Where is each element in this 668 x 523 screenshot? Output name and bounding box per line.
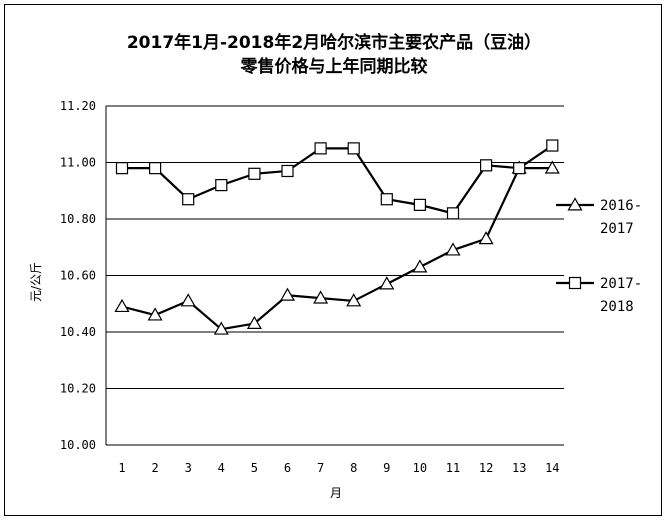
series-2-point (480, 159, 493, 172)
series-2-point (215, 179, 228, 192)
series-1-point (114, 298, 130, 313)
x-tick-label: 14 (545, 461, 559, 475)
y-tick-label: 10.00 (60, 438, 96, 452)
series-2-point (314, 142, 327, 155)
x-tick-label: 7 (317, 461, 324, 475)
series-2-point (248, 167, 261, 180)
y-tick-label: 10.80 (60, 212, 96, 226)
y-tick-label: 11.00 (60, 156, 96, 170)
series-2-point (513, 162, 526, 175)
series-2-point (149, 162, 162, 175)
x-axis-label: 月 (330, 486, 342, 500)
series-1-point (246, 315, 262, 329)
series-1-point (478, 231, 494, 245)
series-2-point (446, 207, 460, 220)
series-2-point (380, 193, 393, 206)
series-1-point (213, 321, 229, 335)
legend-label-2: 2018 (600, 299, 634, 315)
y-tick-label: 10.60 (60, 269, 96, 283)
x-tick-label: 5 (251, 461, 258, 475)
x-tick-label: 10 (413, 461, 427, 475)
series-1-point (412, 259, 428, 273)
y-tick-label: 10.40 (60, 325, 96, 339)
x-tick-label: 9 (383, 461, 390, 475)
x-tick-label: 3 (185, 461, 192, 475)
y-axis-label: 元/公斤 (29, 262, 43, 302)
series-2-point (182, 193, 195, 206)
x-tick-label: 1 (118, 461, 125, 475)
x-tick-label: 6 (284, 461, 291, 475)
x-tick-label: 13 (512, 461, 526, 475)
series-1-point (147, 307, 163, 321)
legend-label-1: 2017 (600, 221, 634, 237)
y-tick-label: 11.20 (60, 99, 96, 113)
series-1-point (346, 293, 362, 307)
x-tick-label: 2 (151, 461, 158, 475)
series-1-point (544, 160, 560, 174)
chart-title-line-2: 零售价格与上年同期比较 (240, 57, 428, 77)
legend-label-1: 2016- (600, 198, 642, 214)
x-tick-label: 11 (446, 461, 460, 475)
legend-marker-1 (567, 197, 583, 211)
legend-marker-2 (568, 276, 582, 290)
x-tick-label: 12 (479, 461, 493, 475)
series-2-point (413, 198, 426, 211)
series-2-point (281, 164, 294, 178)
legend-label-2: 2017- (600, 276, 642, 292)
series-1-point (445, 242, 461, 256)
y-tick-label: 10.20 (60, 382, 96, 396)
series-2-point (546, 139, 559, 152)
x-tick-label: 4 (218, 461, 225, 475)
series-2-point (115, 162, 129, 175)
series-1-point (180, 293, 196, 307)
chart-title-line-1: 2017年1月-2018年2月哈尔滨市主要农产品（豆油） (126, 33, 542, 53)
series-1-point (313, 290, 329, 304)
series-1-point (379, 276, 395, 290)
x-tick-label: 8 (350, 461, 357, 475)
series-2-point (347, 142, 360, 155)
chart-frame (4, 4, 662, 516)
series-1-point (279, 287, 296, 301)
